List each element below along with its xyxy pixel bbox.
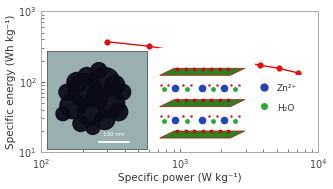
Y-axis label: Specific energy (Wh kg⁻¹): Specific energy (Wh kg⁻¹) bbox=[6, 15, 16, 149]
X-axis label: Specific power (W kg⁻¹): Specific power (W kg⁻¹) bbox=[118, 174, 242, 184]
